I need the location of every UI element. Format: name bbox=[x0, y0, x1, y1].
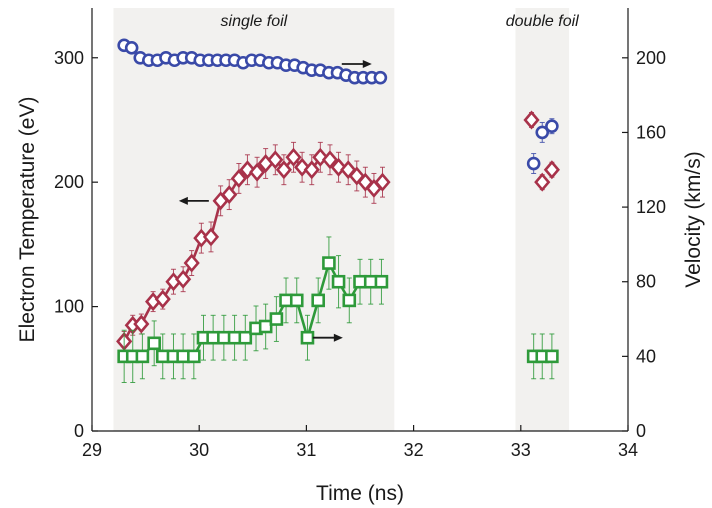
y-right-tick-label: 40 bbox=[636, 346, 656, 366]
circle-point bbox=[526, 156, 541, 171]
square-point bbox=[331, 274, 346, 289]
data-layer bbox=[116, 38, 560, 383]
diamond-point bbox=[175, 269, 192, 289]
diamond-point bbox=[543, 160, 560, 180]
circle-point bbox=[535, 125, 550, 140]
diamond-point bbox=[285, 147, 302, 167]
circle-point bbox=[124, 41, 139, 55]
diamond-point bbox=[321, 150, 339, 170]
y-right-tick-label: 120 bbox=[636, 197, 666, 217]
axes-layer bbox=[91, 8, 629, 432]
series-group bbox=[117, 38, 388, 85]
diamond-point bbox=[275, 160, 292, 180]
diamond-point bbox=[230, 168, 247, 188]
x-tick-label: 29 bbox=[82, 440, 102, 460]
square-point bbox=[374, 274, 389, 289]
square-point bbox=[176, 349, 190, 364]
square-point bbox=[545, 349, 559, 364]
y-left-tick-label: 100 bbox=[54, 297, 84, 317]
y-left-tick-label: 300 bbox=[54, 48, 84, 68]
y-right-tick-label: 80 bbox=[636, 272, 656, 292]
square-point bbox=[206, 330, 220, 345]
y-right-tick-label: 200 bbox=[636, 48, 666, 68]
diamond-point bbox=[523, 110, 540, 130]
arrow-head bbox=[362, 59, 372, 68]
circle-point bbox=[545, 119, 559, 133]
y-right-tick-label: 160 bbox=[636, 122, 666, 142]
square-point bbox=[135, 349, 150, 364]
x-tick-label: 31 bbox=[296, 440, 316, 460]
direction-arrow bbox=[178, 196, 209, 205]
diamond-point bbox=[183, 253, 200, 273]
square-point bbox=[258, 319, 273, 334]
region-label: single foil bbox=[221, 13, 288, 30]
circle-point bbox=[373, 70, 388, 85]
square-point bbox=[227, 330, 242, 345]
square-point bbox=[279, 293, 293, 308]
diamond-point bbox=[202, 227, 220, 247]
x-tick-label: 30 bbox=[189, 440, 209, 460]
series-group bbox=[526, 333, 559, 380]
region-label: double foil bbox=[506, 13, 579, 30]
diamond-point bbox=[534, 172, 551, 192]
square-point bbox=[353, 274, 367, 289]
square-point bbox=[269, 312, 284, 326]
x-tick-label: 32 bbox=[404, 440, 424, 460]
square-point bbox=[322, 256, 336, 270]
diamond-point bbox=[249, 162, 266, 182]
diamond-point bbox=[154, 289, 171, 309]
square-point bbox=[300, 330, 315, 345]
diamond-point bbox=[267, 150, 284, 170]
y-left-tick-label: 200 bbox=[54, 172, 84, 192]
square-point bbox=[155, 349, 170, 364]
square-point bbox=[187, 349, 201, 364]
series-group bbox=[117, 236, 389, 383]
square-point bbox=[342, 293, 357, 308]
x-tick-label: 34 bbox=[618, 440, 638, 460]
series-group bbox=[526, 118, 559, 174]
x-tick-label: 33 bbox=[511, 440, 531, 460]
y-left-axis-title: Electron Temperature (eV) bbox=[16, 97, 39, 343]
square-point bbox=[289, 293, 304, 308]
square-point bbox=[147, 336, 161, 351]
diamond-point bbox=[133, 314, 150, 334]
square-point bbox=[311, 293, 325, 308]
series-group bbox=[523, 110, 560, 192]
diamond-point bbox=[221, 185, 238, 205]
square-point bbox=[217, 330, 231, 345]
square-point bbox=[238, 330, 253, 345]
y-right-axis-title: Velocity (km/s) bbox=[682, 151, 705, 288]
direction-arrow bbox=[312, 333, 343, 342]
y-right-tick-label: 0 bbox=[636, 421, 646, 441]
arrow-head bbox=[333, 333, 343, 342]
y-left-tick-label: 0 bbox=[74, 421, 84, 441]
diamond-point bbox=[303, 160, 320, 180]
square-point bbox=[363, 274, 378, 289]
series-group bbox=[116, 141, 391, 352]
direction-arrow bbox=[341, 59, 372, 68]
arrow-head bbox=[178, 196, 188, 205]
x-axis-title: Time (ns) bbox=[316, 482, 404, 505]
diamond-point bbox=[374, 172, 391, 192]
